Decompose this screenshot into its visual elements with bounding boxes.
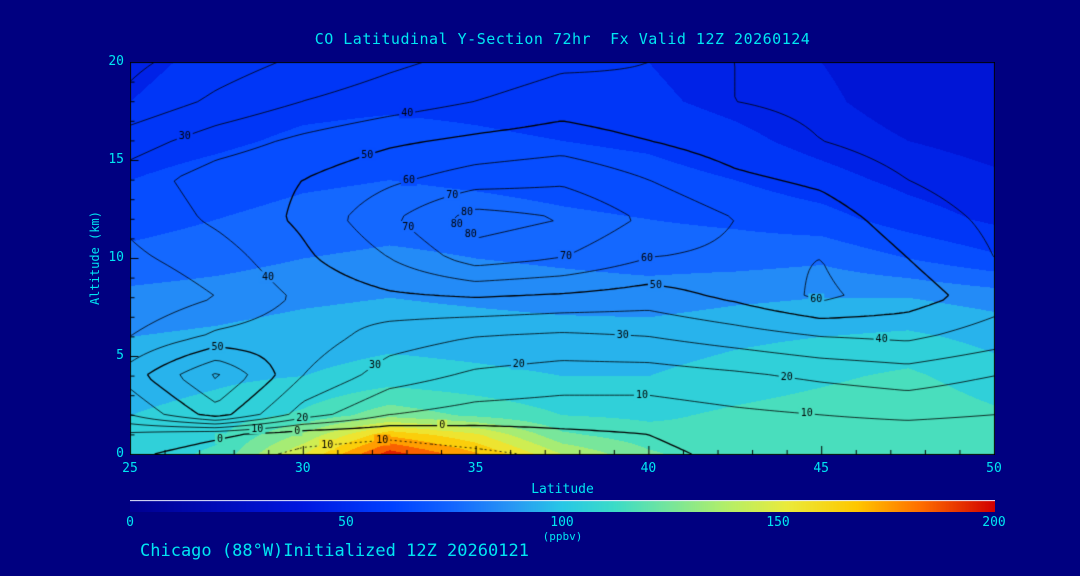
contour-plot-canvas [130,62,995,455]
y-tick-label: 20 [108,54,124,69]
colorbar-tick-label: 0 [126,515,134,530]
x-tick-label: 35 [467,461,484,476]
y-axis-label: Altitude (km) [88,211,102,305]
y-tick-label: 15 [108,152,124,167]
colorbar [130,500,995,512]
colorbar-units: (ppbv) [542,530,583,543]
x-tick-label: 40 [640,461,657,476]
y-tick-label: 5 [116,348,124,363]
y-tick-label: 0 [116,446,124,461]
x-tick-label: 30 [294,461,311,476]
y-tick-label: 10 [108,250,124,265]
x-tick-label: 50 [986,461,1002,476]
x-tick-label: 45 [813,461,830,476]
colorbar-tick-label: 150 [766,515,790,530]
chart-title: CO Latitudinal Y-Section 72hr Fx Valid 1… [314,30,811,48]
colorbar-tick-label: 200 [982,515,1006,530]
footer-text: Chicago (88°W)Initialized 12Z 20260121 [140,541,529,561]
x-axis-label: Latitude [531,482,594,497]
colorbar-tick-label: 100 [550,515,574,530]
colorbar-tick-label: 50 [338,515,354,530]
x-tick-label: 25 [122,461,138,476]
